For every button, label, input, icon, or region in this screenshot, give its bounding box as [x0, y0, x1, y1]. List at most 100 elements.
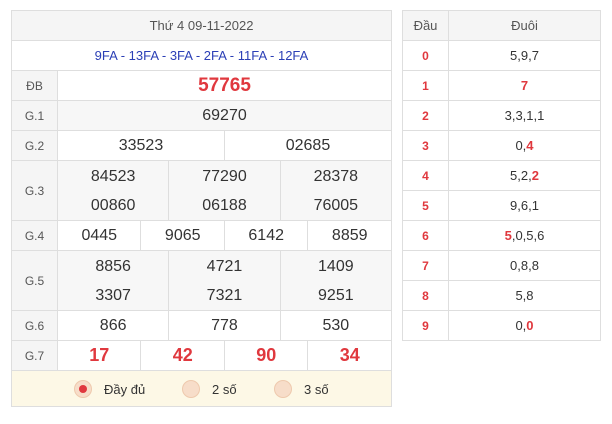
prize-g3-value: 28378	[313, 167, 359, 185]
loto-tail-digits: 7	[448, 70, 601, 101]
display-options-bar: Đầy đủ 2 số 3 số	[11, 370, 392, 407]
prize-g3-value: 00860	[90, 196, 136, 214]
prize-g4-value: 8859	[307, 220, 392, 251]
loto-tail-digits: 3,3,1,1	[448, 100, 601, 131]
prize-g7-value: 17	[56, 340, 142, 371]
loto-tail-highlight: 0	[526, 318, 534, 333]
prize-g3-value: 06188	[202, 196, 247, 214]
loto-row: 8 5,8	[402, 280, 601, 311]
loto-tail-highlight: 5	[504, 228, 512, 243]
radio-selected-icon[interactable]	[74, 380, 92, 398]
loto-head-digit: 6	[402, 220, 449, 251]
loto-tail-digits: 9,6,1	[448, 190, 601, 221]
loto-row: 2 3,3,1,1	[402, 100, 601, 131]
prize-g5-cell: 8856 3307	[56, 250, 170, 311]
prize-g3-cell: 84523 00860	[56, 160, 170, 221]
prize-g5-value: 8856	[95, 257, 131, 275]
loto-tail-highlight: 2	[531, 168, 539, 183]
radio-icon[interactable]	[274, 380, 292, 398]
loto-head-digit: 2	[402, 100, 449, 131]
prize-g7-value: 90	[223, 340, 309, 371]
loto-tail-digits: 0,4	[448, 130, 601, 161]
loto-row: 0 5,9,7	[402, 40, 601, 71]
loto-head-column-header: Đầu	[402, 10, 449, 41]
prize-g4-value: 0445	[56, 220, 142, 251]
prize-g3-cell: 28378 76005	[279, 160, 393, 221]
prize-g6-value: 530	[279, 310, 393, 341]
prize-g5-value: 3307	[95, 286, 131, 304]
loto-head-digit: 3	[402, 130, 449, 161]
loto-tail-digits: 5,0,5,6	[448, 220, 601, 251]
loto-tail-highlight: 4	[526, 138, 534, 153]
loto-tail-digits: 5,8	[448, 280, 601, 311]
option-full-label: Đầy đủ	[104, 381, 146, 397]
prize-g5-value: 4721	[206, 257, 243, 275]
loto-tail-column-header: Đuôi	[448, 10, 601, 41]
prize-g3-value: 76005	[313, 196, 359, 214]
loto-tail-text: 0,	[515, 318, 527, 333]
prize-g4-value: 6142	[223, 220, 309, 251]
loto-head-tail-table: Đầu Đuôi 0 5,9,7 1 7 2 3,3,1,1 3 0,4 4 5,2,2 5 9,6,…	[402, 10, 601, 341]
loto-head-digit: 9	[402, 310, 449, 341]
loto-tail-text: 5,9,7	[510, 48, 539, 63]
ticket-codes: 9FA - 13FA - 3FA - 2FA - 11FA - 12FA	[11, 40, 392, 71]
option-three-digits-label: 3 số	[304, 381, 329, 397]
loto-head-digit: 8	[402, 280, 449, 311]
loto-tail-digits: 0,0	[448, 310, 601, 341]
prize-label-g7: G.7	[11, 340, 58, 371]
loto-row: 5 9,6,1	[402, 190, 601, 221]
loto-tail-text: 0,8,8	[510, 258, 539, 273]
radio-icon[interactable]	[182, 380, 200, 398]
prize-g1-value: 69270	[57, 100, 392, 131]
prize-g5-cell: 4721 7321	[168, 250, 281, 311]
prize-g2-value: 02685	[223, 130, 393, 161]
loto-row: 6 5,0,5,6	[402, 220, 601, 251]
prize-g7-value: 42	[140, 340, 225, 371]
loto-head-digit: 4	[402, 160, 449, 191]
option-two-digits[interactable]: 2 số	[182, 379, 237, 399]
prize-g2-value: 33523	[57, 130, 225, 161]
loto-tail-text: 5,2,	[510, 168, 532, 183]
prize-g5-cell: 1409 9251	[279, 250, 393, 311]
prize-g6-value: 866	[56, 310, 170, 341]
prize-label-db: ĐB	[11, 70, 58, 101]
prize-label-g3: G.3	[11, 160, 58, 221]
loto-tail-text: ,0,5,6	[511, 228, 545, 243]
prize-label-g4: G.4	[11, 220, 58, 251]
loto-tail-text: 9,6,1	[510, 198, 539, 213]
prize-g6-value: 778	[168, 310, 281, 341]
draw-date-title: Thứ 4 09-11-2022	[11, 10, 392, 41]
loto-tail-digits: 5,2,2	[448, 160, 601, 191]
prize-label-g2: G.2	[11, 130, 58, 161]
loto-head-digit: 1	[402, 70, 449, 101]
option-full[interactable]: Đầy đủ	[74, 379, 145, 399]
loto-row: 9 0,0	[402, 310, 601, 341]
loto-tail-highlight: 7	[520, 78, 529, 93]
loto-row: 3 0,4	[402, 130, 601, 161]
loto-row: 4 5,2,2	[402, 160, 601, 191]
prize-label-g5: G.5	[11, 250, 58, 311]
special-prize-value: 57765	[57, 70, 392, 101]
loto-tail-text: 5,8	[515, 288, 534, 303]
prize-g5-value: 7321	[206, 286, 243, 304]
loto-tail-text: 0,	[515, 138, 527, 153]
loto-tail-text: 3,3,1,1	[504, 108, 545, 123]
loto-head-digit: 7	[402, 250, 449, 281]
prize-g3-value: 84523	[90, 167, 136, 185]
option-two-digits-label: 2 số	[212, 381, 237, 397]
loto-head-digit: 0	[402, 40, 449, 71]
loto-row: 7 0,8,8	[402, 250, 601, 281]
prize-g7-value: 34	[307, 340, 392, 371]
prize-label-g1: G.1	[11, 100, 58, 131]
prize-label-g6: G.6	[11, 310, 58, 341]
loto-tail-digits: 5,9,7	[448, 40, 601, 71]
prize-g5-value: 9251	[318, 286, 354, 304]
results-table: Thứ 4 09-11-2022 9FA - 13FA - 3FA - 2FA …	[11, 10, 393, 407]
prize-g4-value: 9065	[140, 220, 225, 251]
option-three-digits[interactable]: 3 số	[274, 379, 329, 399]
loto-tail-digits: 0,8,8	[448, 250, 601, 281]
loto-head-digit: 5	[402, 190, 449, 221]
prize-g3-value: 77290	[202, 167, 247, 185]
prize-g3-cell: 77290 06188	[168, 160, 281, 221]
